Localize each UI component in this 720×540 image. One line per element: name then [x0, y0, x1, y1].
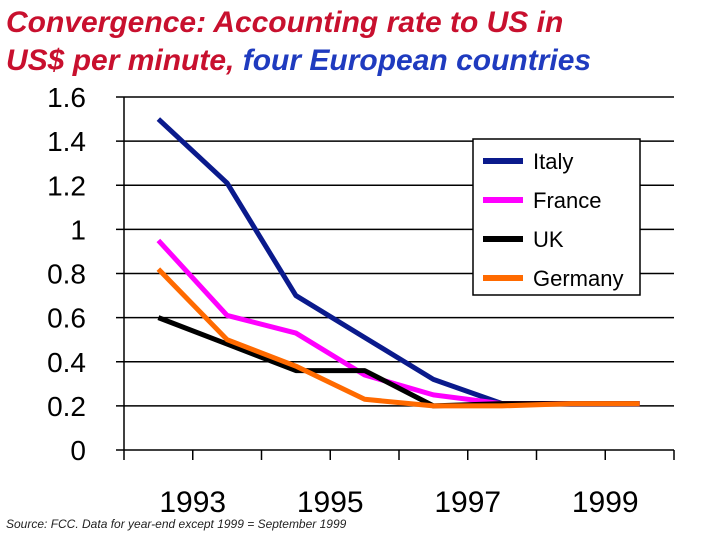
- x-tick-label: 1993: [159, 486, 226, 519]
- series-line-germany: [156, 267, 640, 409]
- y-tick-label: 0.2: [47, 391, 86, 422]
- title-part-3: four European countries: [242, 44, 592, 77]
- y-tick-label: 1.2: [47, 170, 86, 201]
- x-tick-label: 1995: [297, 486, 364, 519]
- axes: [116, 96, 675, 460]
- y-tick-label: 0.4: [47, 347, 86, 378]
- y-tick-labels: 0 0.2 0.4 0.6 0.8 1 1.2 1.4 1.6: [47, 82, 86, 466]
- title-part-2: US$ per minute,: [6, 44, 235, 77]
- y-tick-label: 1: [70, 214, 86, 245]
- legend-label-italy: Italy: [533, 149, 573, 174]
- series-lines: [156, 117, 640, 409]
- x-tick-label: 1999: [572, 486, 639, 519]
- y-tick-label: 1.4: [47, 126, 86, 157]
- y-tick-label: 0.6: [47, 303, 86, 334]
- y-tick-label: 0.8: [47, 259, 86, 290]
- legend-box: [472, 138, 641, 296]
- title-part-1: Convergence: Accounting rate to US in: [6, 6, 564, 39]
- legend-label-france: France: [533, 188, 601, 213]
- legend-label-uk: UK: [533, 227, 564, 252]
- x-tick-label: 1997: [434, 486, 501, 519]
- y-tick-label: 1.6: [47, 82, 86, 113]
- chart-title: Convergence: Accounting rate to US in US…: [6, 4, 718, 80]
- legend: Italy France UK Germany: [472, 138, 641, 296]
- x-tick-labels: 1993 1995 1997 1999: [159, 486, 638, 519]
- y-tick-label: 0: [70, 435, 86, 466]
- legend-label-germany: Germany: [533, 266, 623, 291]
- source-note: Source: FCC. Data for year-end except 19…: [6, 517, 347, 531]
